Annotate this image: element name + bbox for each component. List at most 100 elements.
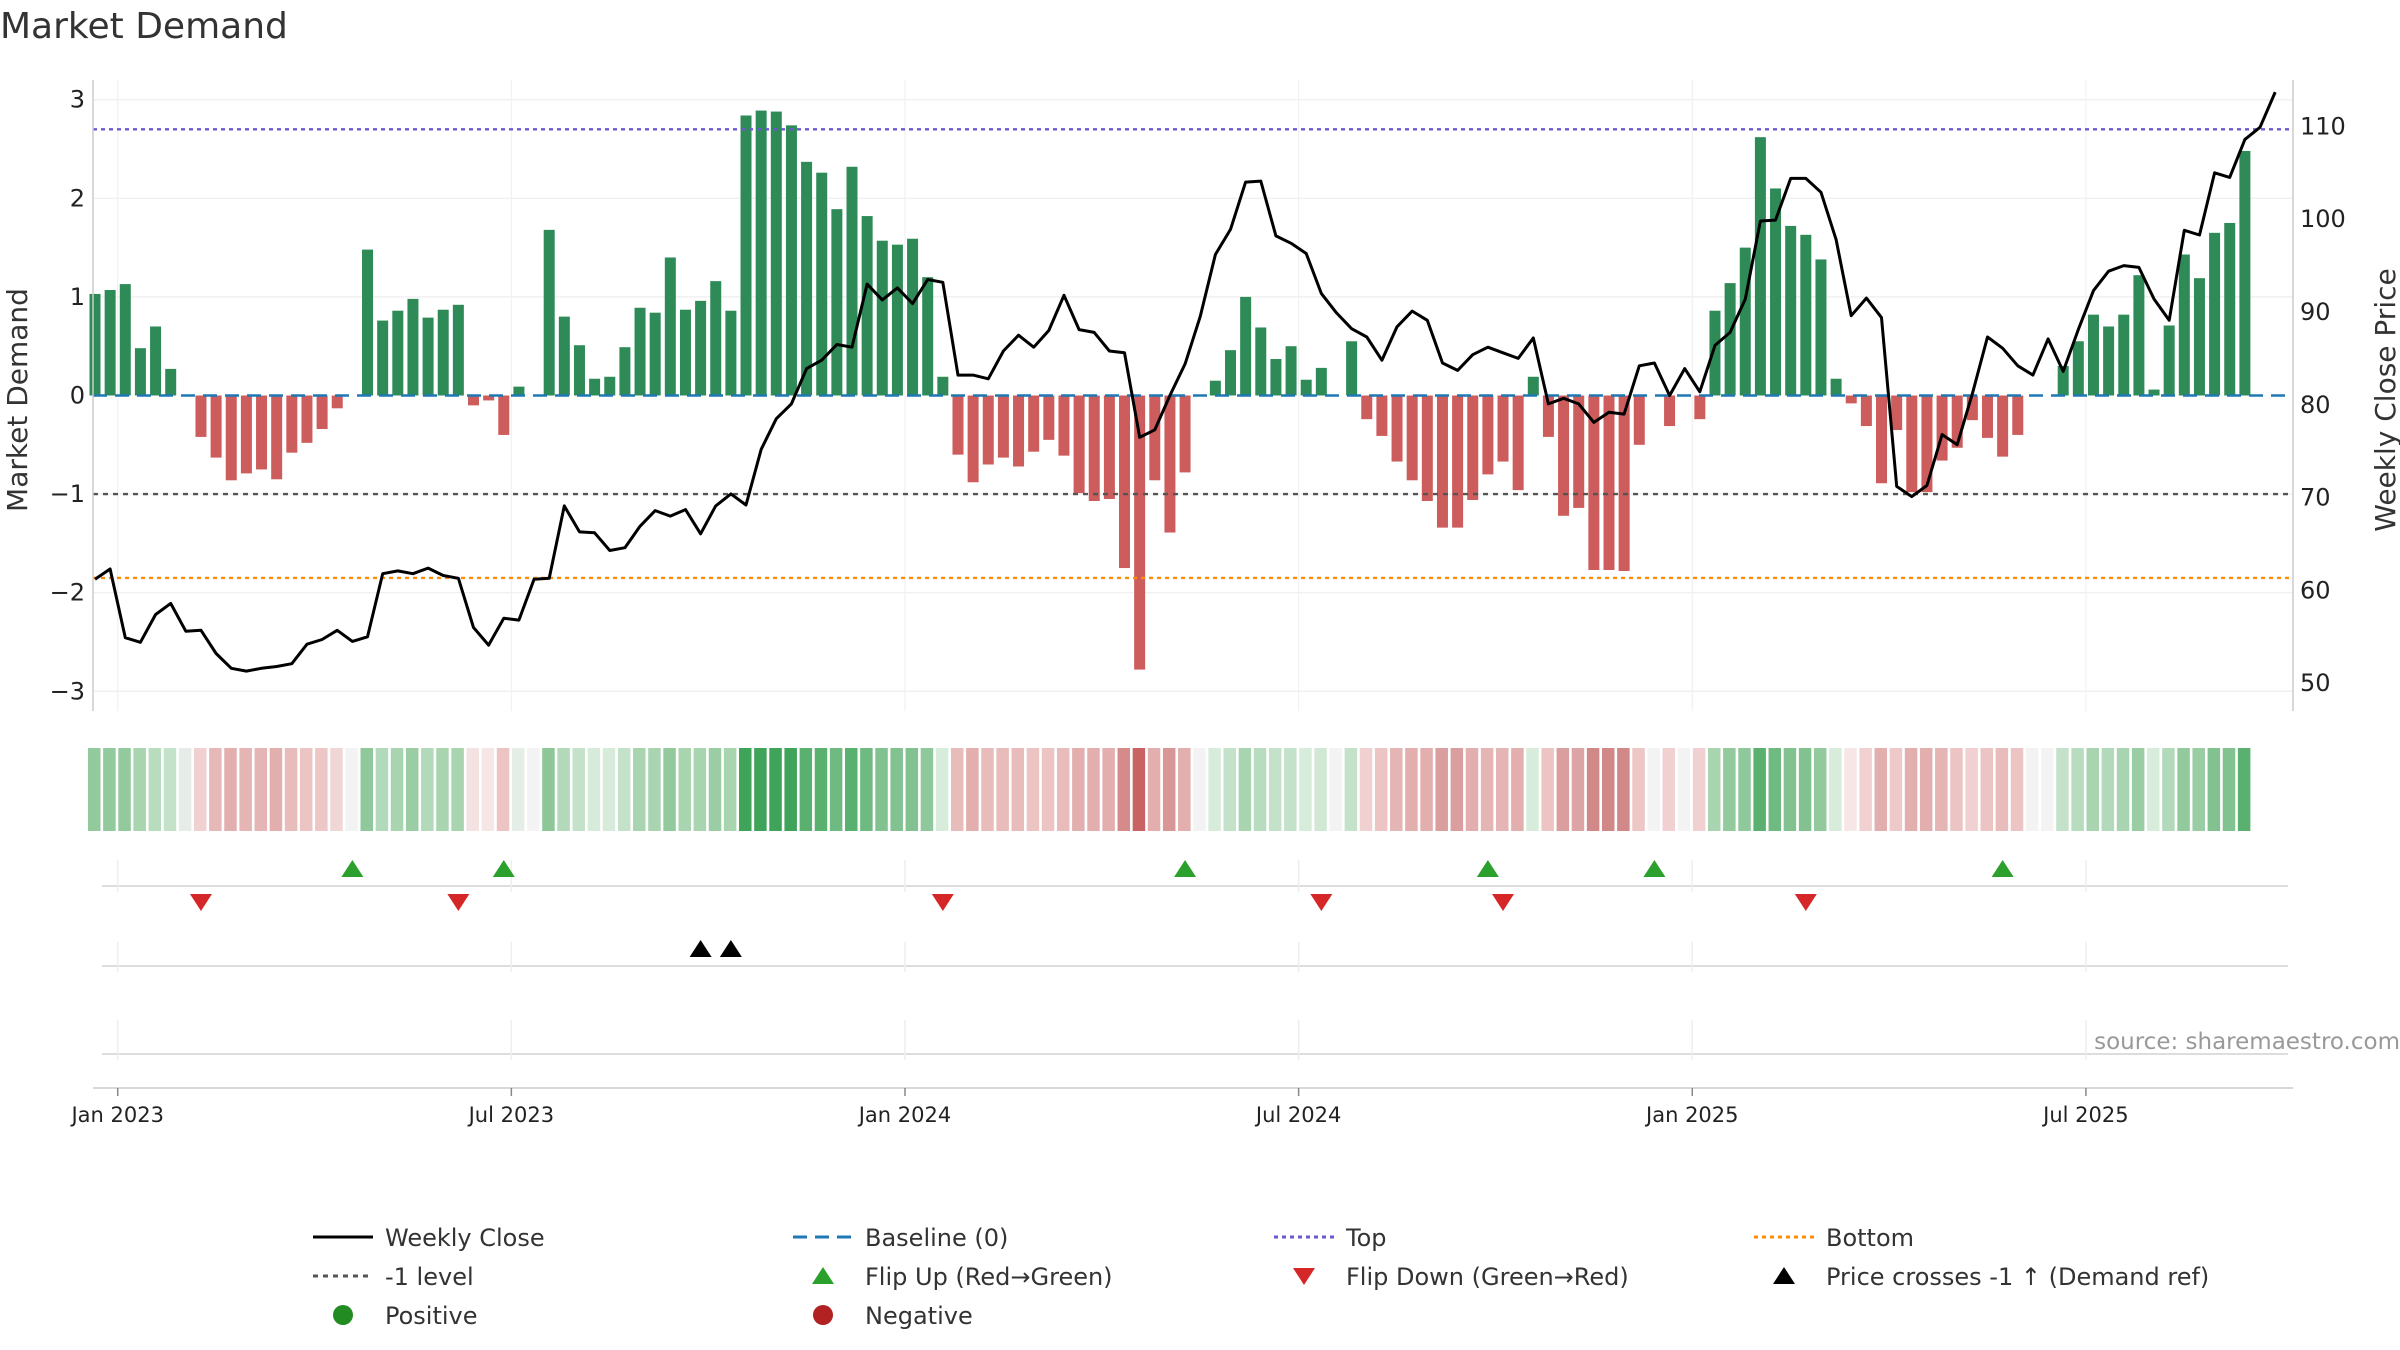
strength-cell [663, 748, 676, 831]
strength-cell [845, 748, 858, 831]
demand-bar-negative [1906, 395, 1918, 493]
demand-bar-positive [785, 125, 797, 396]
demand-bar-positive [2148, 389, 2160, 396]
demand-bar-positive [2087, 314, 2099, 396]
strength-cell [2237, 748, 2251, 831]
strength-cell [1738, 748, 1751, 831]
strength-cell [451, 748, 464, 831]
strength-cell [496, 748, 510, 831]
demand-bar-positive [801, 161, 813, 396]
demand-bar-positive [89, 293, 101, 396]
demand-bar-negative [1982, 395, 1993, 438]
strength-cell [118, 748, 131, 831]
demand-bar-positive [1209, 380, 1221, 396]
legend-item: Flip Up (Red→Green) [812, 1263, 1113, 1291]
strength-cell [754, 748, 767, 831]
strength-cell [1783, 748, 1797, 831]
legend-label: -1 level [385, 1263, 474, 1291]
price-cross-marker [719, 940, 742, 957]
demand-bar-positive [2072, 341, 2084, 396]
demand-bar-positive [876, 240, 888, 396]
demand-bar-positive [1724, 283, 1736, 396]
demand-bar-positive [1225, 350, 1236, 396]
demand-bar-negative [1149, 395, 1161, 481]
demand-bar-negative [1951, 395, 1963, 448]
strength-cell [1571, 748, 1585, 831]
legend-label: Positive [385, 1302, 478, 1330]
flip-up-marker [1643, 860, 1666, 877]
legend-label: Flip Up (Red→Green) [865, 1263, 1113, 1291]
strength-cell [88, 748, 101, 831]
demand-bar-negative [195, 395, 207, 437]
right-tick-label: 50 [2300, 669, 2331, 697]
strength-cell [1935, 748, 1948, 831]
demand-bar-negative [1558, 395, 1570, 516]
demand-bar-positive [1709, 310, 1721, 396]
strength-cell [633, 748, 646, 831]
strength-cell [1465, 748, 1479, 831]
demand-bar-positive [619, 347, 631, 396]
strength-cell [1632, 748, 1645, 831]
legend-label: Weekly Close [385, 1224, 545, 1252]
weekly-close-path [94, 91, 2277, 673]
strength-cell [784, 748, 797, 831]
strength-cell [1662, 748, 1676, 831]
strength-cell [875, 748, 888, 831]
strength-cell [2131, 748, 2145, 831]
strength-cell [2177, 748, 2190, 831]
strength-cell [330, 748, 343, 831]
demand-bar-negative [483, 395, 495, 401]
strength-cell [2025, 748, 2039, 831]
strength-cell [163, 748, 177, 831]
strength-cell [2086, 748, 2099, 831]
strength-cell [481, 748, 495, 831]
strength-cell [2162, 748, 2175, 831]
demand-bar-positive [1785, 225, 1797, 396]
right-tick-label: 90 [2300, 298, 2331, 326]
demand-bar-negative [1103, 395, 1115, 500]
strength-cell [1541, 748, 1554, 831]
strength-cell [1268, 748, 1282, 831]
left-y-ticks: 3 2 1 0 −1 −2 −3 [50, 86, 85, 706]
demand-bar-negative [210, 395, 222, 458]
strength-cell [1602, 748, 1615, 831]
strength-cell [723, 748, 737, 831]
flip-down-marker [447, 894, 470, 911]
demand-bar-negative [1876, 395, 1888, 484]
demand-bar-negative [1073, 395, 1085, 494]
demand-bar-positive [119, 284, 131, 396]
strength-cell [527, 748, 540, 831]
demand-bar-positive [2209, 232, 2221, 396]
demand-bar-negative [1694, 395, 1706, 420]
strength-cell [617, 748, 631, 831]
strength-cell [1147, 748, 1161, 831]
demand-bar-negative [1966, 395, 1978, 421]
demand-bar-positive [1240, 296, 1252, 396]
strength-cell [148, 748, 162, 831]
strength-cell [1919, 748, 1933, 831]
strength-cell [1374, 748, 1388, 831]
demand-bar-positive [2239, 150, 2251, 396]
strength-cell [1359, 748, 1373, 831]
strength-cell [739, 748, 752, 831]
strength-cell [1072, 748, 1085, 831]
strength-cell [239, 748, 252, 831]
strength-cell [708, 748, 722, 831]
demand-bar-positive [891, 244, 903, 396]
demand-bar-positive [907, 238, 919, 396]
legend-label: Bottom [1826, 1224, 1914, 1252]
legend-label: Price crosses -1 ↑ (Demand ref) [1826, 1263, 2209, 1291]
demand-bar-positive [831, 209, 843, 396]
strength-cell [1874, 748, 1888, 831]
strength-cell [103, 748, 116, 831]
demand-bar-negative [1603, 395, 1615, 571]
left-tick-label: 1 [70, 283, 85, 311]
legend-label: Flip Down (Green→Red) [1346, 1263, 1629, 1291]
strength-cell [224, 748, 237, 831]
strength-cell [1980, 748, 1993, 831]
left-tick-label: −3 [50, 677, 85, 705]
strength-cell [1314, 748, 1327, 831]
x-tick-label: Jul 2025 [2041, 1103, 2128, 1127]
strength-cell [829, 748, 843, 831]
legend-label: Baseline (0) [865, 1224, 1008, 1252]
